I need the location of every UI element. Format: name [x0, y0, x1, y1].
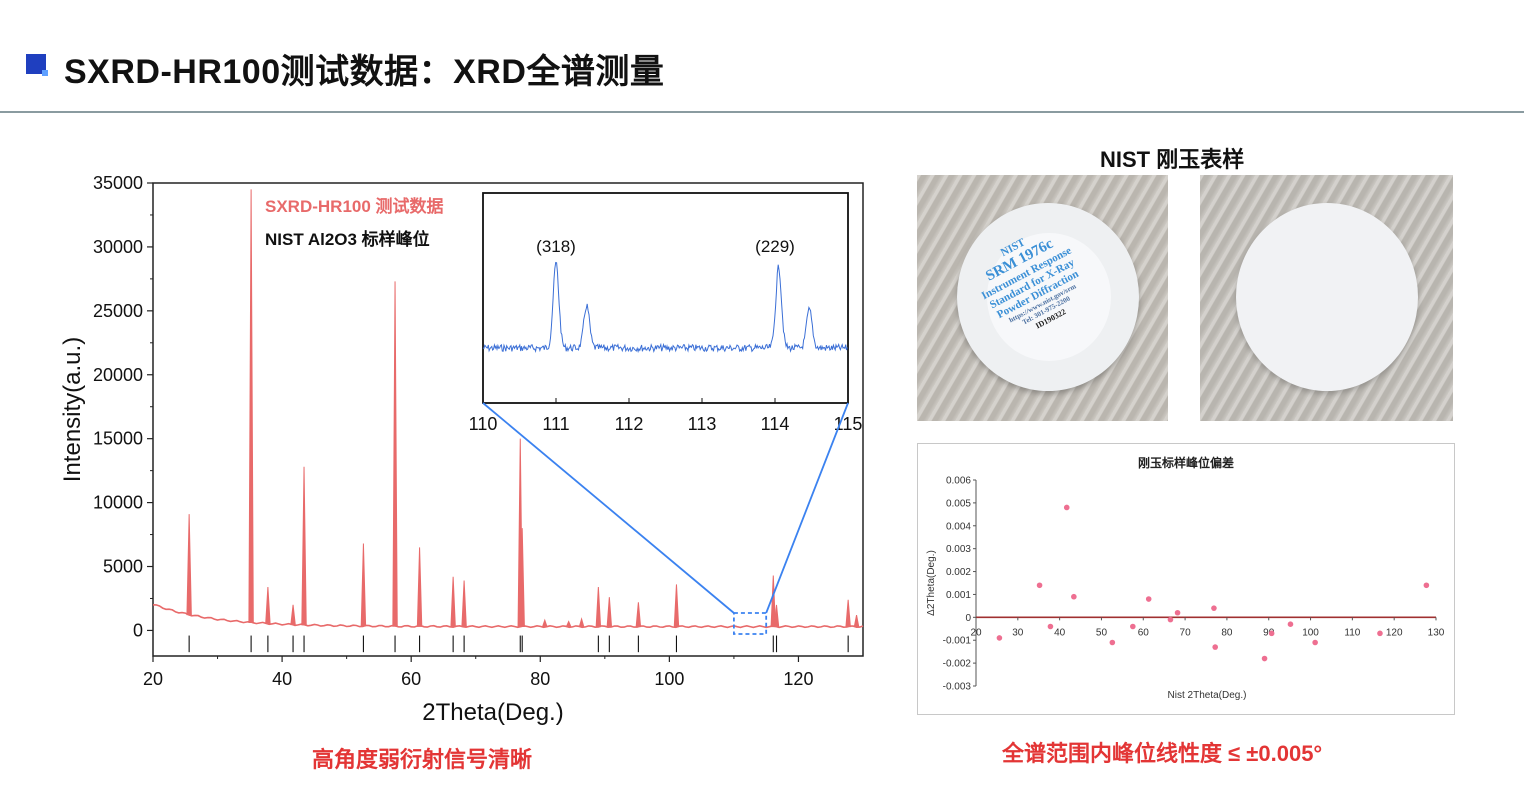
xrd-caption: 高角度弱衍射信号清晰: [312, 747, 533, 772]
xrd-peak: [845, 599, 851, 628]
xrd-y-tick-label: 0: [133, 620, 143, 640]
xrd-y-tick-label: 30000: [93, 237, 143, 257]
inset-peak-annotation: (318): [536, 237, 576, 256]
xrd-peak: [770, 575, 777, 628]
xrd-peak: [392, 281, 398, 627]
xrd-peak: [606, 597, 613, 628]
title-marker-icon: [26, 54, 46, 74]
xrd-peak: [853, 614, 860, 628]
xrd-plot-frame: [152, 182, 864, 657]
inset-x-tick-label: 113: [688, 414, 717, 434]
xrd-peak: [248, 189, 254, 623]
title-marker-dot-icon: [42, 70, 48, 76]
zoom-region-box: [733, 612, 768, 635]
xrd-peak: [461, 580, 467, 627]
photos-title: NIST 刚玉表样: [1100, 147, 1245, 172]
xrd-peak: [290, 604, 296, 626]
xrd-y-tick-label: 35000: [93, 173, 143, 193]
sample-disc-back: [1236, 203, 1418, 391]
inset-x-tick-label: 110: [469, 414, 498, 434]
inset-signal-line: [482, 261, 848, 354]
nist-sample-photo-back: [1200, 175, 1453, 421]
xrd-peak: [265, 586, 271, 625]
xrd-y-tick-label: 15000: [93, 429, 143, 449]
xrd-peak: [416, 547, 423, 627]
xrd-x-tick-label: 80: [530, 669, 550, 689]
xrd-x-tick-label: 20: [143, 669, 163, 689]
deviation-chart-frame: [917, 443, 1455, 715]
slide-header: SXRD-HR100测试数据：XRD全谱测量: [0, 0, 1524, 113]
zoom-connector-right: [765, 402, 849, 614]
xrd-x-axis-label: 2Theta(Deg.): [422, 699, 563, 726]
xrd-y-tick-label: 5000: [103, 557, 143, 577]
xrd-peak: [186, 514, 192, 616]
xrd-peak: [541, 618, 548, 628]
xrd-x-tick-label: 40: [272, 669, 292, 689]
inset-x-tick-label: 114: [761, 414, 790, 434]
deviation-caption: 全谱范围内峰位线性度 ≤ ±0.005°: [1002, 741, 1323, 766]
xrd-y-tick-label: 25000: [93, 301, 143, 321]
legend-xrd-data: SXRD-HR100 测试数据: [265, 196, 444, 216]
xrd-x-tick-label: 60: [401, 669, 421, 689]
xrd-peak: [635, 602, 642, 628]
xrd-peak: [450, 576, 456, 627]
xrd-peak: [565, 620, 572, 628]
xrd-y-tick-label: 20000: [93, 365, 143, 385]
inset-x-tick-label: 111: [542, 414, 569, 434]
inset-x-tick-label: 112: [615, 414, 644, 434]
xrd-peak: [578, 617, 585, 628]
xrd-y-tick-label: 10000: [93, 493, 143, 513]
xrd-peak: [673, 584, 680, 628]
xrd-peak: [773, 604, 780, 628]
page-title: SXRD-HR100测试数据：XRD全谱测量: [64, 53, 665, 91]
nist-sample-photo-labeled: NIST SRM 1976c Instrument Response Stand…: [917, 175, 1168, 421]
inset-peak-annotation: (229): [755, 237, 795, 256]
legend-nist-reference: NIST Al2O3 标样峰位: [265, 229, 430, 249]
xrd-x-tick-label: 120: [783, 669, 813, 689]
xrd-x-tick-label: 100: [654, 669, 684, 689]
header-divider: [0, 111, 1524, 113]
xrd-peak: [595, 586, 602, 628]
xrd-peak: [301, 466, 307, 626]
inset-frame: [482, 192, 849, 404]
xrd-chart: 20 40 60 80 100 120 0 5000 10000 15000 20000 25000 3…: [59, 173, 864, 726]
xrd-peak: [360, 543, 367, 627]
zoom-connector-left: [482, 402, 735, 614]
xrd-peak: [519, 528, 525, 628]
xrd-y-axis-label: Intensity(a.u.): [59, 337, 86, 482]
xrd-baseline: [152, 604, 864, 629]
sample-disc-labeled: [957, 203, 1139, 391]
